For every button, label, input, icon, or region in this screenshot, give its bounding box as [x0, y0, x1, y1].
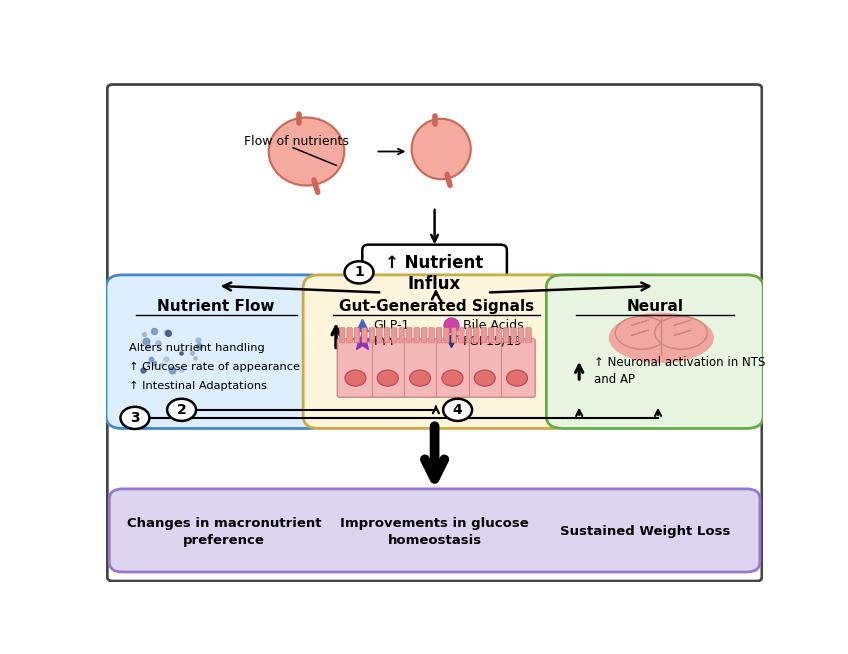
FancyBboxPatch shape: [106, 275, 326, 428]
Circle shape: [377, 370, 399, 386]
FancyBboxPatch shape: [451, 328, 457, 343]
Text: ↑ Nutrient
Influx: ↑ Nutrient Influx: [386, 254, 483, 293]
FancyBboxPatch shape: [429, 328, 434, 343]
Circle shape: [442, 370, 463, 386]
FancyBboxPatch shape: [466, 328, 471, 343]
FancyBboxPatch shape: [546, 275, 763, 428]
Text: ↑ Glucose rate of appearance: ↑ Glucose rate of appearance: [129, 362, 300, 372]
FancyBboxPatch shape: [338, 339, 535, 397]
FancyBboxPatch shape: [406, 328, 412, 343]
Text: Sustained Weight Loss: Sustained Weight Loss: [560, 525, 730, 538]
Circle shape: [167, 399, 196, 421]
Circle shape: [444, 399, 472, 421]
FancyBboxPatch shape: [109, 489, 760, 572]
Ellipse shape: [609, 313, 714, 363]
FancyBboxPatch shape: [526, 328, 531, 343]
Ellipse shape: [411, 119, 471, 179]
Circle shape: [474, 370, 495, 386]
FancyBboxPatch shape: [488, 328, 494, 343]
Ellipse shape: [655, 317, 707, 349]
FancyBboxPatch shape: [384, 328, 389, 343]
FancyBboxPatch shape: [414, 328, 420, 343]
FancyBboxPatch shape: [108, 84, 762, 581]
Text: PYY: PYY: [373, 335, 396, 348]
FancyBboxPatch shape: [362, 245, 507, 303]
FancyBboxPatch shape: [392, 328, 397, 343]
Circle shape: [344, 262, 373, 283]
FancyBboxPatch shape: [362, 328, 367, 343]
FancyBboxPatch shape: [437, 328, 442, 343]
Text: Neural: Neural: [627, 298, 683, 313]
Text: 3: 3: [130, 411, 140, 425]
Text: FGF15/19: FGF15/19: [463, 335, 522, 348]
Circle shape: [345, 370, 366, 386]
FancyBboxPatch shape: [347, 328, 352, 343]
FancyBboxPatch shape: [354, 328, 360, 343]
Text: ↑ Neuronal activation in NTS
and AP: ↑ Neuronal activation in NTS and AP: [594, 356, 766, 386]
Text: Bile Acids: Bile Acids: [463, 318, 523, 332]
FancyBboxPatch shape: [444, 328, 449, 343]
Text: 2: 2: [176, 403, 187, 417]
Text: 4: 4: [453, 403, 462, 417]
FancyBboxPatch shape: [481, 328, 487, 343]
FancyBboxPatch shape: [504, 328, 509, 343]
Text: Improvements in glucose
homeostasis: Improvements in glucose homeostasis: [340, 517, 529, 547]
Circle shape: [120, 407, 149, 429]
FancyBboxPatch shape: [421, 328, 427, 343]
FancyBboxPatch shape: [518, 328, 524, 343]
FancyBboxPatch shape: [303, 275, 569, 428]
FancyBboxPatch shape: [339, 328, 345, 343]
Text: Alters nutrient handling: Alters nutrient handling: [129, 343, 265, 353]
FancyBboxPatch shape: [399, 328, 404, 343]
Text: 1: 1: [354, 266, 364, 279]
Text: GLP-1: GLP-1: [373, 318, 410, 332]
FancyBboxPatch shape: [474, 328, 479, 343]
Text: Nutrient Flow: Nutrient Flow: [158, 298, 275, 313]
Text: Gut-Generated Signals: Gut-Generated Signals: [338, 298, 533, 313]
FancyBboxPatch shape: [377, 328, 382, 343]
Text: Flow of nutrients: Flow of nutrients: [244, 135, 349, 148]
Ellipse shape: [616, 317, 668, 349]
Text: ↑ Intestinal Adaptations: ↑ Intestinal Adaptations: [129, 381, 267, 391]
FancyBboxPatch shape: [510, 328, 516, 343]
FancyBboxPatch shape: [459, 328, 464, 343]
FancyBboxPatch shape: [496, 328, 501, 343]
FancyBboxPatch shape: [369, 328, 375, 343]
Ellipse shape: [269, 118, 344, 186]
Circle shape: [410, 370, 431, 386]
Text: Changes in macronutrient
preference: Changes in macronutrient preference: [127, 517, 321, 547]
Circle shape: [506, 370, 527, 386]
